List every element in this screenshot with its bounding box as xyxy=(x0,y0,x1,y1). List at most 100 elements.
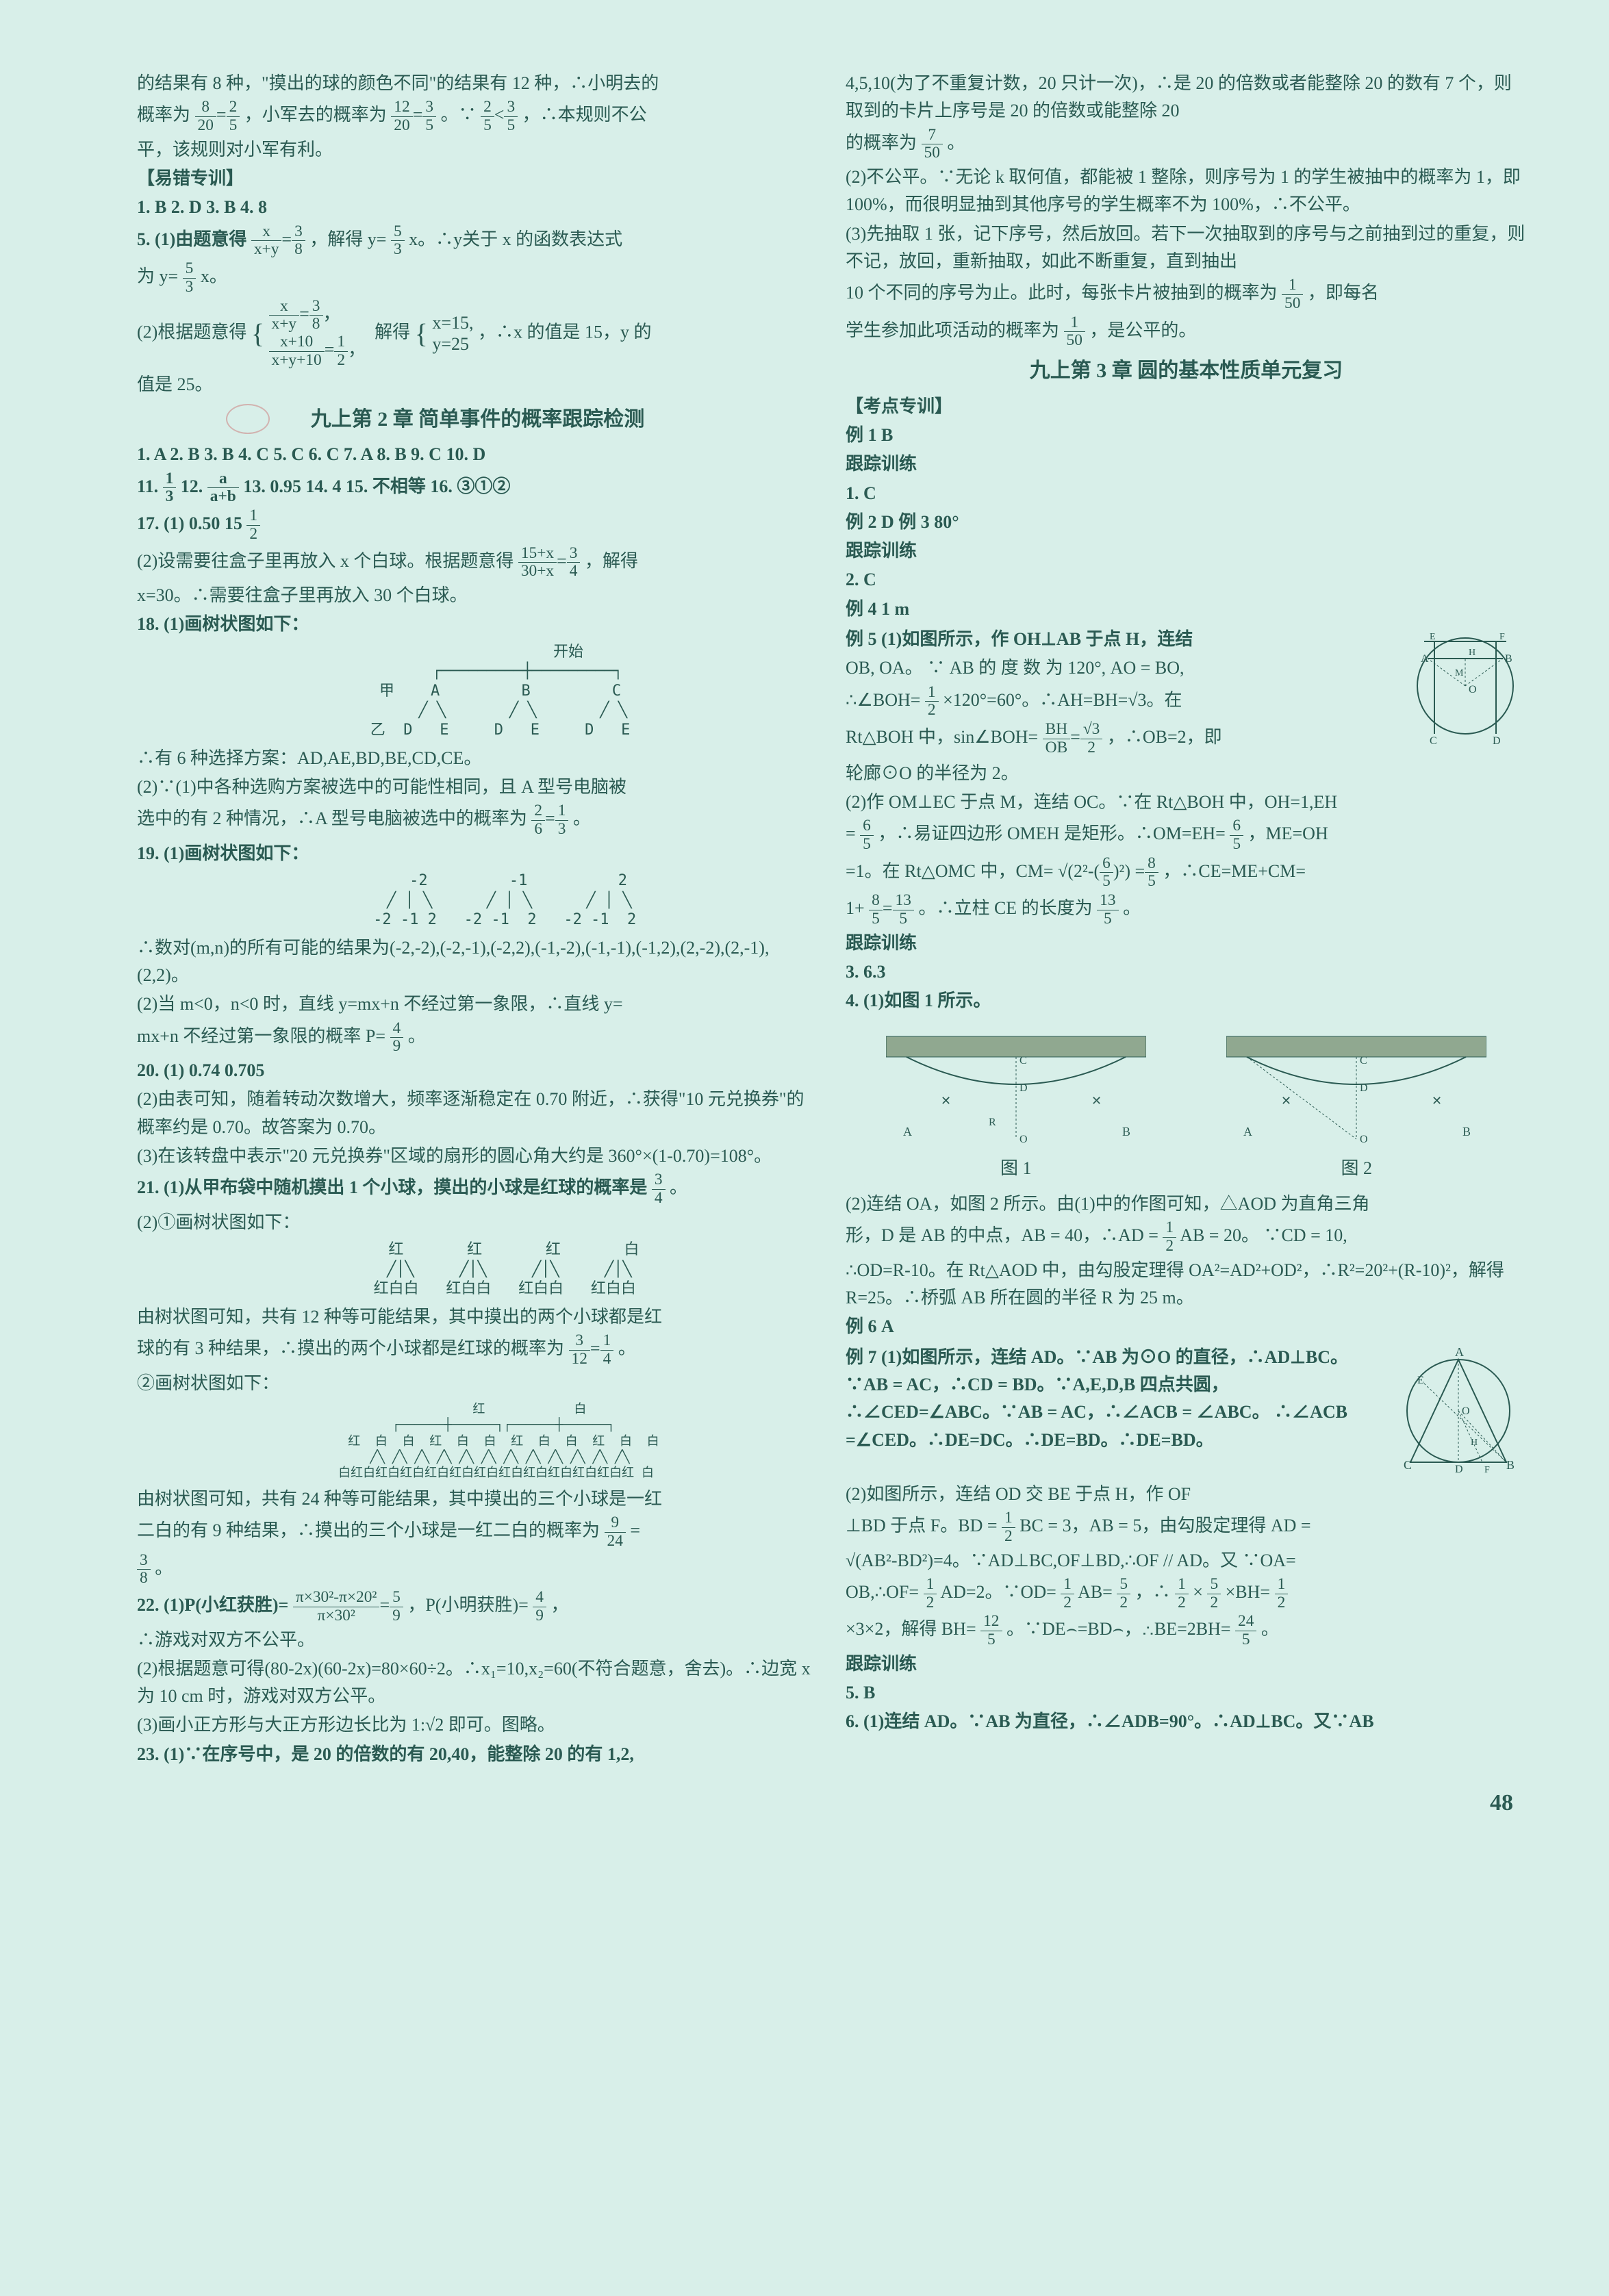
t: ，解得 y= xyxy=(309,229,386,249)
text: 23. (1)∵在序号中，是 20 的倍数的有 20,40，能整除 20 的有 … xyxy=(137,1741,818,1768)
frac: π×30²-π×20²π×30² xyxy=(293,1589,380,1624)
frac: 12 xyxy=(246,507,260,543)
t: 。∵ xyxy=(441,105,477,125)
svg-text:O: O xyxy=(1469,684,1477,696)
practice-label: 跟踪训练 xyxy=(846,450,1527,478)
svg-text:B: B xyxy=(1122,1125,1130,1138)
frac: 15+x30+x xyxy=(518,545,557,581)
t: (2)根据题意得 xyxy=(137,322,246,342)
left-column: 的结果有 8 种，"摸出的球的颜色不同"的结果有 12 种，∴小明去的 概率为 … xyxy=(137,68,818,1770)
frac: 12 xyxy=(924,1576,937,1611)
t: 22. (1)P(小红获胜)= xyxy=(137,1595,288,1615)
text: 6. (1)连结 AD。∵AB 为直径，∴∠ADB=90°。∴AD⊥BC。又∵A… xyxy=(846,1708,1527,1735)
circle-diagram: A B O H E F M C D xyxy=(1404,624,1527,748)
frac: 750 xyxy=(922,127,943,162)
text: (2)如图所示，连结 OD 交 BE 于点 H，作 OF xyxy=(846,1481,1527,1508)
svg-text:C: C xyxy=(1019,1055,1027,1067)
frac: 26 xyxy=(531,802,545,838)
t: BC = 3，AB = 5，由勾股定理得 AD = xyxy=(1019,1516,1310,1535)
example-label: 例 2 D 例 3 80° xyxy=(846,509,1527,536)
svg-text:D: D xyxy=(1019,1082,1028,1094)
frac: 12 xyxy=(1002,1509,1015,1545)
page-number: 48 xyxy=(137,1790,1527,1816)
t: Rt△BOH 中，sin∠BOH= xyxy=(846,727,1038,747)
svg-text:✕: ✕ xyxy=(1281,1094,1291,1108)
bridge-diagram-2: A B C D O ✕ ✕ xyxy=(1226,1023,1486,1146)
t: 。∵DE⌢=BD⌢，∴BE=2BH= xyxy=(1006,1619,1231,1639)
text: ∴数对(m,n)的所有可能的结果为(-2,-2),(-2,-1),(-2,2),… xyxy=(137,934,818,990)
frac: 38 xyxy=(309,298,323,333)
t: 2²-( xyxy=(1074,861,1100,881)
frac: x+10x+y+10 xyxy=(269,333,325,369)
practice-label: 跟踪训练 xyxy=(846,930,1527,957)
text: 例 7 (1)如图所示，连结 AD。∵AB 为⊙O 的直径，∴AD⊥BC。 ∵A… xyxy=(846,1344,1382,1454)
text: (2)∵(1)中各种选购方案被选中的可能性相同，且 A 型号电脑被 xyxy=(137,774,818,801)
text: (3)先抽取 1 张，记下序号，然后放回。若下一次抽取到的序号与之前抽到过的重复… xyxy=(846,220,1527,276)
svg-text:B: B xyxy=(1505,653,1512,665)
t: ，∴本规则不公 xyxy=(522,105,647,125)
bridge-diagram-1: A B C D ✕ ✕ R O xyxy=(886,1023,1146,1146)
frac: 14 xyxy=(600,1332,614,1368)
svg-text:H: H xyxy=(1469,648,1475,658)
right-column: 4,5,10(为了不重复计数，20 只计一次)，∴是 20 的倍数或者能整除 2… xyxy=(846,68,1527,1770)
t: ，∴ xyxy=(1135,1582,1171,1602)
t: 概率为 xyxy=(137,105,190,125)
frac: 135 xyxy=(1097,892,1118,928)
frac: 52 xyxy=(1207,1576,1221,1611)
frac: 12 xyxy=(1163,1219,1176,1255)
t: (2)设需要往盒子里再放入 x 个白球。根据题意得 xyxy=(137,551,514,571)
t: = xyxy=(630,1520,640,1540)
t: ，解得 xyxy=(585,551,638,571)
frac: 150 xyxy=(1064,314,1085,350)
text: 例 5 (1)如图所示，作 OH⊥AB 于点 H，连结 xyxy=(846,626,1395,653)
text: 5. (1)由题意得 xx+y=38 ，解得 y= 53 x。∴y关于 x 的函… xyxy=(137,223,818,259)
text: ⊥BD 于点 F。BD = 12 BC = 3，AB = 5，由勾股定理得 AD… xyxy=(846,1509,1527,1545)
figure-caption: 图 2 xyxy=(1226,1155,1486,1182)
text: (2)根据题意可得(80-2x)(60-2x)=80×60÷2。∴x₁=10,x… xyxy=(137,1655,818,1711)
t: 1+ xyxy=(846,898,865,918)
t: 二白的有 9 种结果，∴摸出的三个小球是一红二白的概率为 xyxy=(137,1520,600,1540)
t: 13. 0.95 14. 4 15. 不相等 16. ③①② xyxy=(243,476,510,496)
text: = 65 ，∴易证四边形 OMEH 是矩形。∴OM=EH= 65 ，ME=OH xyxy=(846,817,1527,853)
frac: 53 xyxy=(183,260,197,296)
frac: 924 xyxy=(605,1514,626,1550)
t: x。∴y关于 x 的函数表达式 xyxy=(409,229,622,249)
text: 的结果有 8 种，"摸出的球的颜色不同"的结果有 12 种，∴小明去的 xyxy=(137,70,818,97)
practice-label: 跟踪训练 xyxy=(846,1650,1527,1678)
svg-text:A: A xyxy=(1421,653,1429,665)
t: 。 xyxy=(573,808,591,828)
text: 17. (1) 0.50 15 12 xyxy=(137,507,818,543)
t: 17. (1) 0.50 15 xyxy=(137,513,246,533)
t: 12. xyxy=(181,476,203,496)
page-content: 的结果有 8 种，"摸出的球的颜色不同"的结果有 12 种，∴小明去的 概率为 … xyxy=(0,0,1609,1857)
answers: 11. 13 12. aa+b 13. 0.95 14. 4 15. 不相等 1… xyxy=(137,470,818,506)
text: (2)当 m<0，n<0 时，直线 y=mx+n 不经过第一象限，∴直线 y= xyxy=(137,991,818,1018)
text: 的概率为 750 。 xyxy=(846,127,1527,162)
frac: 35 xyxy=(422,99,436,134)
frac: 13 xyxy=(555,802,569,838)
frac: 34 xyxy=(652,1171,666,1207)
tree-diagram: -2 -1 2 ╱ │ ╲ ╱ │ ╲ ╱ │ ╲ -2 -1 2 -2 -1 … xyxy=(137,871,818,930)
t: 形，D 是 AB 的中点，AB = 40，∴AD = xyxy=(846,1226,1158,1246)
svg-text:A: A xyxy=(1455,1345,1464,1359)
text: 4. (1)如图 1 所示。 xyxy=(846,987,1527,1015)
practice-label: 跟踪训练 xyxy=(846,537,1527,565)
t: 。 xyxy=(947,133,965,153)
t: 解得 xyxy=(375,322,410,342)
frac: 12 xyxy=(1175,1576,1189,1611)
text: 为 y= 53 x。 xyxy=(137,260,818,296)
figure-caption: 图 1 xyxy=(886,1155,1146,1182)
text: 38 。 xyxy=(137,1552,818,1587)
frac: 12 xyxy=(1061,1576,1074,1611)
section-heading: 【易错专训】 xyxy=(137,165,818,192)
frac: 12 xyxy=(334,333,348,369)
text: mx+n 不经过第一象限的概率 P= 49 。 xyxy=(137,1020,818,1056)
answer: 3. 6.3 xyxy=(846,958,1527,986)
t: ×BH= xyxy=(1226,1582,1270,1602)
frac: √32 xyxy=(1080,721,1103,756)
frac: 125 xyxy=(980,1613,1002,1648)
text: 轮廊⊙O 的半径为 2。 xyxy=(846,760,1527,787)
svg-text:O: O xyxy=(1462,1405,1470,1417)
t: ，∴CE=ME+CM= xyxy=(1163,861,1306,881)
frac: 35 xyxy=(504,99,518,134)
